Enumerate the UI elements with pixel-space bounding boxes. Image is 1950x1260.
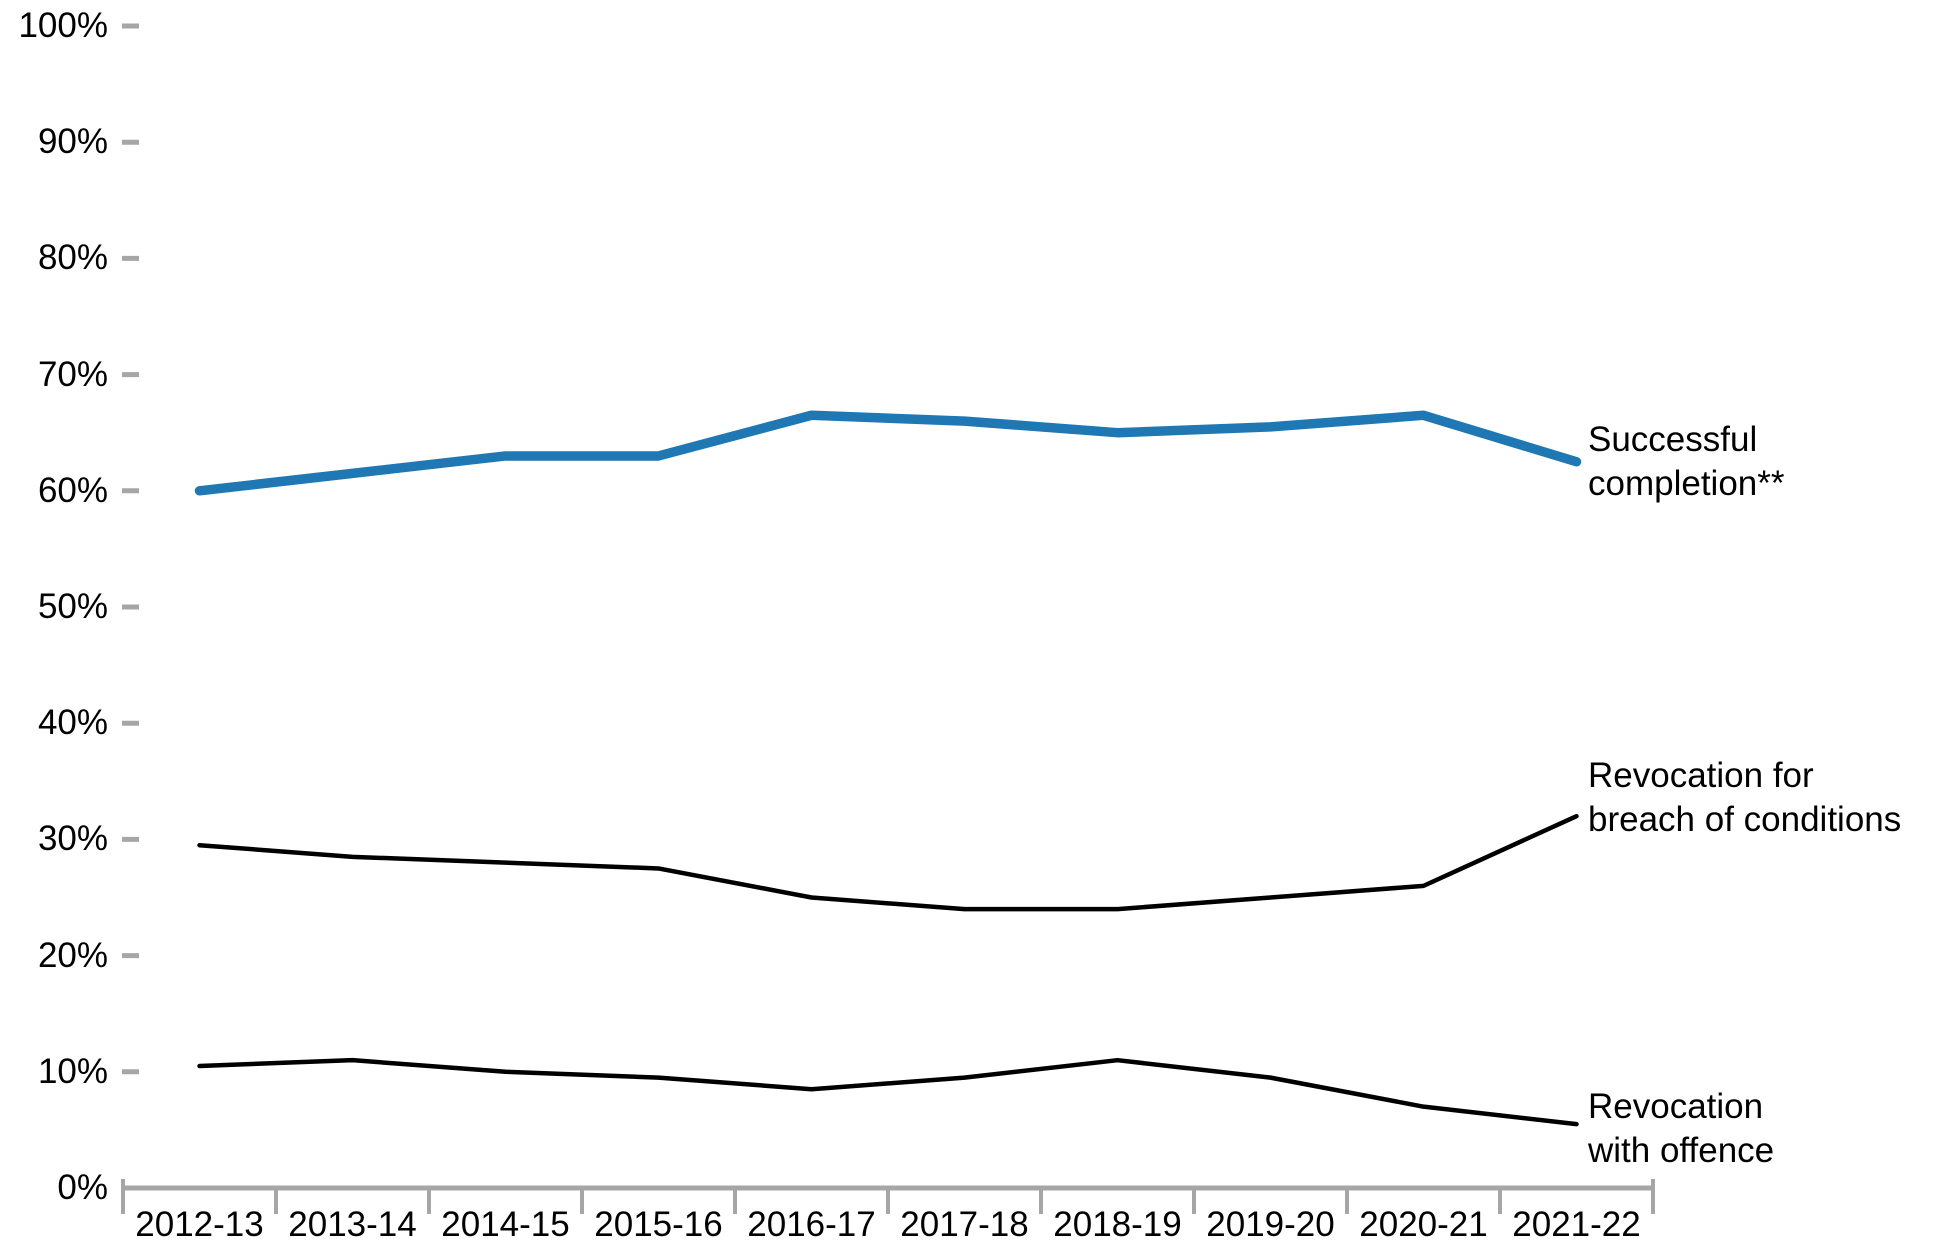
- x-axis-label: 2017-18: [900, 1205, 1029, 1244]
- x-axis-label: 2019-20: [1206, 1205, 1335, 1244]
- y-axis-label: 60%: [37, 470, 108, 510]
- y-axis-label: 0%: [57, 1168, 108, 1207]
- series-label-line: Revocation for: [1588, 756, 1814, 795]
- x-axis-label: 2013-14: [288, 1205, 417, 1244]
- x-axis-label: 2016-17: [747, 1205, 876, 1244]
- x-axis-label: 2015-16: [594, 1205, 723, 1244]
- y-axis-label: 70%: [37, 354, 108, 394]
- series-label-line: Revocation: [1588, 1087, 1764, 1126]
- y-axis-label: 80%: [37, 238, 108, 278]
- series-label-revocation-offence: Revocation with offence: [1588, 1085, 1774, 1173]
- y-axis-label: 50%: [37, 587, 108, 626]
- series-label-successful-completion: Successful completion**: [1588, 418, 1785, 506]
- y-axis-label: 30%: [37, 819, 108, 859]
- series-label-line: completion**: [1588, 464, 1785, 503]
- series-line-1: [197, 813, 1579, 912]
- series-label-line: with offence: [1588, 1131, 1775, 1170]
- y-axis-label: 10%: [37, 1051, 108, 1091]
- y-axis-label: 90%: [37, 122, 108, 162]
- x-axis-label: 2014-15: [441, 1205, 570, 1244]
- y-axis-label: 100%: [18, 6, 108, 45]
- x-axis-label: 2021-22: [1512, 1205, 1641, 1244]
- y-axis-label: 20%: [37, 935, 108, 975]
- x-axis-label: 2018-19: [1053, 1205, 1182, 1244]
- y-axis-label: 40%: [37, 703, 108, 743]
- x-axis-label: 2020-21: [1359, 1205, 1488, 1244]
- series-label-revocation-breach: Revocation for breach of conditions: [1588, 754, 1901, 842]
- series-line-0: [194, 410, 1582, 496]
- series-label-line: breach of conditions: [1588, 800, 1902, 839]
- series-label-line: Successful: [1588, 420, 1758, 459]
- x-axis-label: 2012-13: [135, 1205, 264, 1244]
- series-line-2: [197, 1057, 1579, 1127]
